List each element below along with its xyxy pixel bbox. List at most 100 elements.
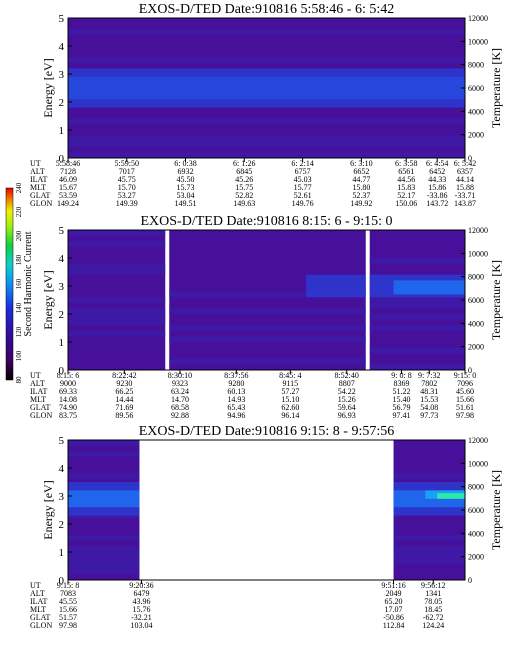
table-cell: 5:58:46 — [56, 159, 80, 168]
table-cell: 53.27 — [118, 191, 136, 200]
table-cell: 124.24 — [422, 621, 444, 630]
table-cell: 15.80 — [352, 183, 370, 192]
y-tick-label: 4 — [59, 41, 65, 53]
y-axis-label: Energy [eV] — [41, 270, 55, 329]
table-cell: 2049 — [386, 589, 402, 598]
y-tick-label: 2 — [59, 519, 65, 531]
table-cell: 6479 — [133, 589, 149, 598]
table-cell: 6652 — [353, 167, 369, 176]
table-cell: 15.66 — [456, 395, 474, 404]
y2-tick-label: 10000 — [468, 249, 488, 258]
heatmap-texture — [68, 535, 140, 541]
table-cell: 14.70 — [171, 395, 189, 404]
table-cell: 43.96 — [132, 597, 150, 606]
table-cell: -33.86 — [427, 191, 448, 200]
table-cell: 9230 — [116, 379, 132, 388]
table-cell: 15.10 — [281, 395, 299, 404]
heatmap-texture — [369, 347, 465, 354]
table-cell: 66.25 — [115, 387, 133, 396]
table-cell: 149.24 — [57, 199, 79, 208]
y2-tick-label: 8000 — [468, 273, 484, 282]
heatmap-texture — [169, 308, 366, 314]
table-cell: 97.73 — [420, 411, 438, 420]
heatmap-texture — [68, 319, 166, 326]
table-cell: 6452 — [429, 167, 445, 176]
row-label: GLON — [30, 411, 52, 420]
colorbar-tick-label: 100 — [15, 350, 23, 361]
table-cell: -32.21 — [131, 613, 152, 622]
row-label: ALT — [30, 167, 45, 176]
table-cell: 51.22 — [392, 387, 410, 396]
colorbar-tick-label: 180 — [15, 254, 23, 265]
table-cell: 44.14 — [456, 175, 474, 184]
y2-tick-label: 4000 — [468, 319, 484, 328]
table-cell: 53.04 — [177, 191, 195, 200]
heatmap-texture — [68, 552, 140, 558]
table-cell: 143.87 — [454, 199, 476, 208]
table-cell: 18.45 — [424, 605, 442, 614]
table-cell: 150.06 — [395, 199, 417, 208]
row-label: MLT — [30, 183, 46, 192]
table-cell: 62.60 — [281, 403, 299, 412]
y2-tick-label: 12000 — [468, 226, 488, 235]
panel-title: EXOS-D/TED Date:910816 5:58:46 - 6: 5:42 — [139, 2, 394, 17]
heatmap-texture — [68, 473, 140, 480]
table-cell: 6932 — [178, 167, 194, 176]
table-cell: 6757 — [295, 167, 311, 176]
table-cell: 103.04 — [130, 621, 152, 630]
heatmap-texture — [68, 152, 465, 158]
table-cell: 65.43 — [227, 403, 245, 412]
data-segment — [169, 230, 366, 370]
y-tick-label: 5 — [59, 13, 65, 25]
table-cell: 15.76 — [132, 605, 150, 614]
table-cell: 15.53 — [420, 395, 438, 404]
table-cell: 53.59 — [59, 191, 77, 200]
heatmap-texture — [68, 557, 140, 564]
table-cell: 9:51:16 — [381, 581, 405, 590]
table-cell: 97.98 — [59, 621, 77, 630]
heatmap-texture — [68, 135, 465, 142]
table-cell: 6561 — [398, 167, 414, 176]
table-cell: 60.13 — [227, 387, 245, 396]
table-cell: 52.17 — [397, 191, 415, 200]
data-segment — [68, 18, 465, 158]
table-cell: 57.27 — [281, 387, 299, 396]
y2-tick-label: 4000 — [468, 529, 484, 538]
table-cell: 6: 4:54 — [426, 159, 448, 168]
table-cell: 9:15: 8 — [57, 581, 79, 590]
row-label: MLT — [30, 605, 46, 614]
heatmap-texture — [68, 563, 140, 569]
table-cell: 45.55 — [59, 597, 77, 606]
table-cell: 9: 7:32 — [418, 371, 440, 380]
row-label: UT — [30, 159, 41, 168]
y-tick-label: 5 — [59, 225, 65, 237]
heatmap-texture — [68, 451, 140, 457]
y2-tick-label: 10000 — [468, 459, 488, 468]
table-cell: 7128 — [60, 167, 76, 176]
y-tick-label: 2 — [59, 309, 65, 321]
y-tick-label: 3 — [59, 491, 65, 503]
heatmap-texture — [68, 314, 166, 320]
table-cell: 59.64 — [338, 403, 356, 412]
table-cell: 44.33 — [428, 175, 446, 184]
table-cell: 15.86 — [428, 183, 446, 192]
table-cell: 15.73 — [177, 183, 195, 192]
table-cell: 68.58 — [171, 403, 189, 412]
table-cell: 14.44 — [115, 395, 133, 404]
heatmap-texture — [169, 291, 366, 298]
y2-axis-label: Temperature [K] — [489, 260, 503, 340]
heatmap-texture — [393, 546, 465, 552]
row-label: ILAT — [30, 175, 47, 184]
y-tick-label: 1 — [59, 125, 65, 137]
table-cell: 8:52:40 — [334, 371, 358, 380]
heatmap-texture — [369, 325, 465, 331]
table-cell: 14.93 — [227, 395, 245, 404]
y-axis-label: Energy [eV] — [41, 480, 55, 539]
heatmap-texture — [369, 297, 465, 303]
heatmap-texture — [169, 358, 366, 365]
heatmap-texture — [393, 473, 465, 480]
table-cell: 9115 — [282, 379, 298, 388]
heatmap-texture — [68, 241, 166, 247]
row-label: ALT — [30, 379, 45, 388]
table-cell: 52.61 — [294, 191, 312, 200]
